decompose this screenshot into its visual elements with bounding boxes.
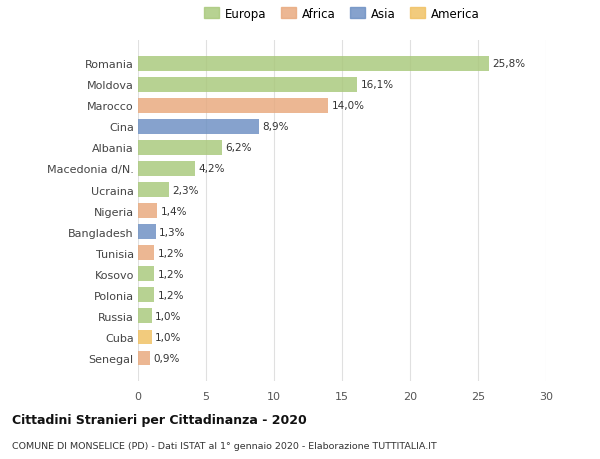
Bar <box>138 288 154 302</box>
Bar <box>138 225 155 240</box>
Bar <box>138 120 259 134</box>
Bar <box>138 246 154 261</box>
Text: 1,3%: 1,3% <box>159 227 185 237</box>
Bar <box>138 57 489 72</box>
Text: 1,2%: 1,2% <box>158 269 184 279</box>
Text: 14,0%: 14,0% <box>332 101 365 111</box>
Bar <box>138 330 152 345</box>
Text: 25,8%: 25,8% <box>492 59 526 69</box>
Text: 8,9%: 8,9% <box>262 122 289 132</box>
Bar <box>138 162 195 176</box>
Bar <box>138 183 169 197</box>
Bar <box>138 204 157 218</box>
Text: 1,4%: 1,4% <box>160 206 187 216</box>
Text: 1,0%: 1,0% <box>155 311 181 321</box>
Bar <box>138 141 223 156</box>
Legend: Europa, Africa, Asia, America: Europa, Africa, Asia, America <box>199 3 485 25</box>
Text: 0,9%: 0,9% <box>154 353 180 363</box>
Bar <box>138 78 357 92</box>
Bar <box>138 309 152 324</box>
Text: 1,2%: 1,2% <box>158 290 184 300</box>
Text: 1,2%: 1,2% <box>158 248 184 258</box>
Bar <box>138 351 150 365</box>
Text: 4,2%: 4,2% <box>199 164 225 174</box>
Bar <box>138 267 154 281</box>
Bar <box>138 99 328 113</box>
Text: 2,3%: 2,3% <box>173 185 199 195</box>
Text: Cittadini Stranieri per Cittadinanza - 2020: Cittadini Stranieri per Cittadinanza - 2… <box>12 413 307 426</box>
Text: 1,0%: 1,0% <box>155 332 181 342</box>
Text: COMUNE DI MONSELICE (PD) - Dati ISTAT al 1° gennaio 2020 - Elaborazione TUTTITAL: COMUNE DI MONSELICE (PD) - Dati ISTAT al… <box>12 441 437 450</box>
Text: 16,1%: 16,1% <box>361 80 394 90</box>
Text: 6,2%: 6,2% <box>226 143 252 153</box>
